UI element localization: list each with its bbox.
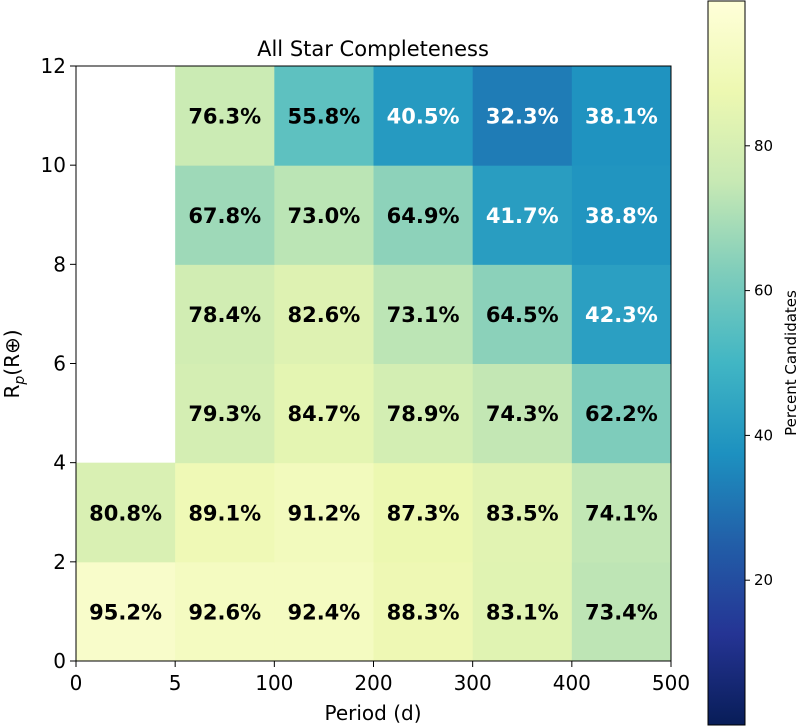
colorbar-tick-label: 60 [754, 282, 773, 300]
cell-value-label: 73.4% [585, 600, 658, 624]
x-tick-label: 0 [70, 671, 83, 695]
heatmap-cell [76, 462, 176, 563]
heatmap-cell [274, 462, 374, 563]
heatmap-cell [373, 165, 474, 265]
heatmap-cell [472, 66, 573, 166]
cell-value-label: 76.3% [188, 105, 261, 129]
cell-value-label: 42.3% [585, 303, 658, 327]
colorbar-label: Percent Candidates [782, 290, 797, 436]
cell-value-label: 82.6% [287, 303, 360, 327]
heatmap-cell [175, 462, 275, 563]
cell-value-label: 41.7% [486, 204, 559, 228]
cell-value-label: 67.8% [188, 204, 261, 228]
cell-value-label: 73.0% [287, 204, 360, 228]
heatmap-cell [76, 561, 176, 662]
cell-value-label: 62.2% [585, 402, 658, 426]
colorbar-ticks: 20 40 60 80 [745, 137, 773, 589]
heatmap-cell [373, 561, 474, 662]
cell-value-label: 95.2% [89, 600, 162, 624]
cell-value-label: 74.1% [585, 501, 658, 525]
cell-value-label: 80.8% [89, 501, 162, 525]
heatmap-cell [274, 66, 374, 166]
cell-value-label: 83.5% [486, 501, 559, 525]
chart-title: All Star Completeness [257, 37, 489, 61]
y-tick-label: 8 [53, 252, 66, 276]
cell-value-label: 38.8% [585, 204, 658, 228]
heatmap-cell [571, 66, 672, 166]
cell-value-label: 64.9% [387, 204, 460, 228]
y-axis: 0 2 4 6 8 10 12 [41, 54, 76, 673]
x-axis: 0 5 100 200 300 400 500 [70, 661, 690, 695]
cell-value-label: 79.3% [188, 402, 261, 426]
y-axis-label: Rp(R⊕) [0, 329, 28, 398]
heatmap-cell [472, 363, 573, 464]
cell-value-label: 38.1% [585, 105, 658, 129]
y-tick-label: 12 [41, 54, 66, 78]
cell-value-label: 88.3% [387, 600, 460, 624]
heatmap-cell [274, 264, 374, 364]
cell-value-label: 78.9% [387, 402, 460, 426]
y-tick-label: 2 [53, 550, 66, 574]
cell-value-label: 64.5% [486, 303, 559, 327]
heatmap-cell [175, 264, 275, 364]
heatmap-cell [373, 462, 474, 563]
cell-value-label: 83.1% [486, 600, 559, 624]
y-tick-label: 4 [53, 451, 66, 475]
colorbar-tick-label: 80 [754, 137, 773, 155]
y-axis-label-sub: p [12, 376, 28, 386]
cell-value-label: 74.3% [486, 402, 559, 426]
heatmap-cell-labels: 95.2% 92.6% 92.4% 88.3% 83.1% 73.4% 80.8% 89.1%… [89, 105, 658, 625]
heatmap-cell [571, 165, 672, 265]
cell-value-label: 78.4% [188, 303, 261, 327]
heatmap-cell [274, 561, 374, 662]
heatmap-cell [175, 363, 275, 464]
cell-value-label: 84.7% [287, 402, 360, 426]
heatmap-cell [571, 264, 672, 364]
x-tick-label: 100 [255, 671, 293, 695]
heatmap-cell [274, 363, 374, 464]
cell-value-label: 32.3% [486, 105, 559, 129]
heatmap-cell [472, 561, 573, 662]
cell-value-label: 40.5% [387, 105, 460, 129]
cell-value-label: 92.6% [188, 600, 261, 624]
x-tick-label: 5 [169, 671, 182, 695]
heatmap-cell [175, 165, 275, 265]
x-axis-label: Period (d) [324, 701, 421, 725]
heatmap-cell [571, 462, 672, 563]
cell-value-label: 89.1% [188, 501, 261, 525]
x-tick-label: 500 [652, 671, 690, 695]
colorbar-tick-label: 20 [754, 571, 773, 589]
heatmap-cell [472, 462, 573, 563]
cell-value-label: 91.2% [287, 501, 360, 525]
heatmap-cell [373, 264, 474, 364]
colorbar: 20 40 60 80 Percent Candidates [707, 0, 797, 726]
heatmap-cell [571, 561, 672, 662]
colorbar-gradient [707, 0, 746, 726]
y-axis-label-rest: (R⊕) [0, 329, 24, 375]
heatmap-cell [373, 66, 474, 166]
x-tick-label: 200 [354, 671, 392, 695]
heatmap-cell [472, 264, 573, 364]
heatmap-cells [76, 66, 672, 662]
cell-value-label: 73.1% [387, 303, 460, 327]
x-tick-label: 400 [553, 671, 591, 695]
heatmap-cell [175, 561, 275, 662]
cell-value-label: 92.4% [287, 600, 360, 624]
x-tick-label: 300 [454, 671, 492, 695]
cell-value-label: 55.8% [287, 105, 360, 129]
y-tick-label: 0 [53, 649, 66, 673]
heatmap-cell [571, 363, 672, 464]
y-tick-label: 10 [41, 153, 66, 177]
y-tick-label: 6 [53, 352, 66, 376]
y-axis-label-main: R [0, 385, 24, 399]
heatmap-cell [373, 363, 474, 464]
heatmap-cell [175, 66, 275, 166]
colorbar-tick-label: 40 [754, 426, 773, 444]
heatmap-cell [274, 165, 374, 265]
heatmap-cell [472, 165, 573, 265]
cell-value-label: 87.3% [387, 501, 460, 525]
